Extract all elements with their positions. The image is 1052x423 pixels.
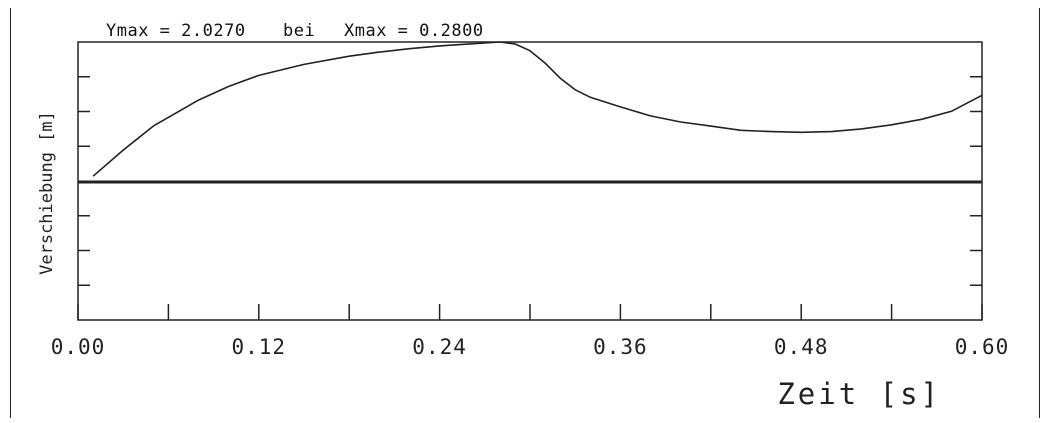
ymax-label: Ymax = 2.0270 <box>106 21 246 41</box>
xmax-label: Xmax = 0.2800 <box>344 21 484 41</box>
series-line <box>92 41 983 177</box>
x-axis-label: Zeit [s] <box>777 377 941 411</box>
x-tick-label: 0.12 <box>232 335 287 359</box>
x-tick-label: 0.24 <box>412 335 467 359</box>
x-tick-label: 0.36 <box>593 335 648 359</box>
x-tick-label: 0.48 <box>774 335 829 359</box>
ticks-group: 0.00 0.12 0.24 0.36 0.48 0.60 <box>51 76 1010 359</box>
y-axis-label: Verschiebung [m] <box>37 111 57 275</box>
series-group <box>92 41 983 177</box>
bei-label: bei <box>283 21 315 41</box>
x-tick-label: 0.60 <box>955 335 1010 359</box>
chart-svg: Ymax = 2.0270 bei Xmax = 0.2800 Verschie… <box>37 21 1010 411</box>
chart-frame: Ymax = 2.0270 bei Xmax = 0.2800 Verschie… <box>10 8 1040 418</box>
x-tick-label: 0.00 <box>51 335 106 359</box>
